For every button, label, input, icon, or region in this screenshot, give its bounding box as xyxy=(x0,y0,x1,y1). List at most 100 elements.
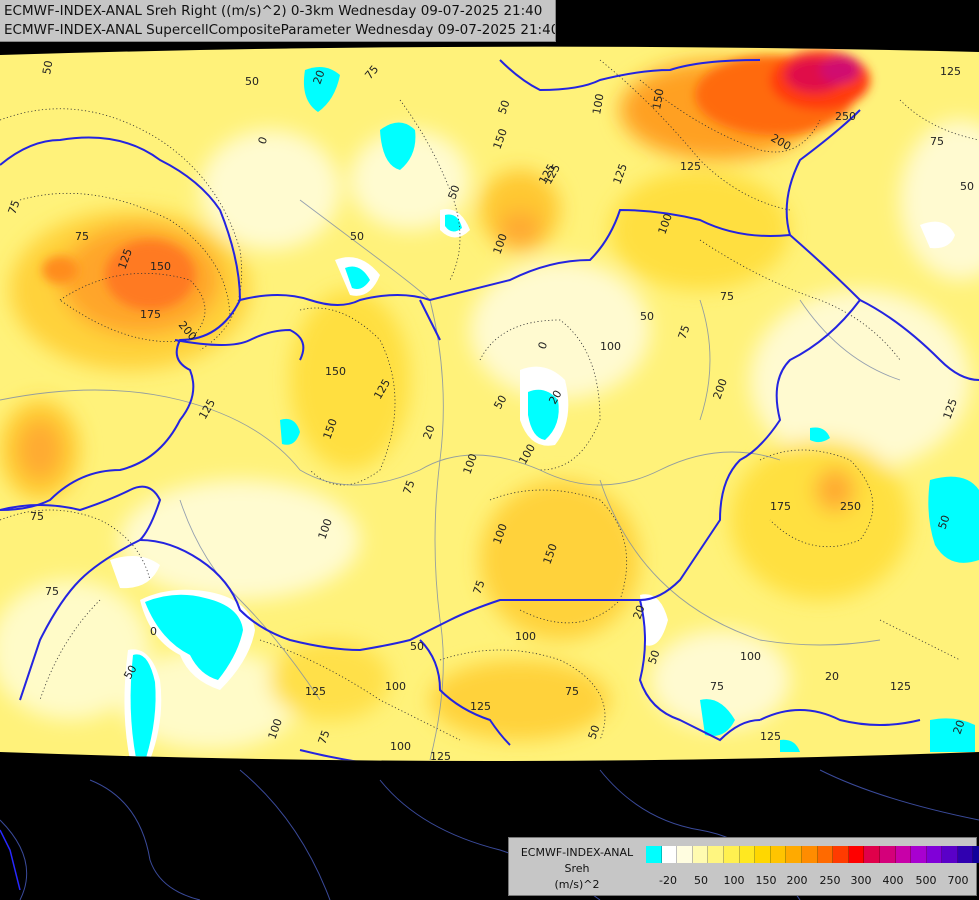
legend-tick-label: -20 xyxy=(659,874,677,887)
contour-label: 50 xyxy=(491,393,509,412)
coast-line xyxy=(0,829,21,891)
contour-label: 20 xyxy=(421,423,438,441)
contour-label: 50 xyxy=(121,663,139,682)
contour-label: 50 xyxy=(646,648,663,666)
color-legend: ECMWF-INDEX-ANAL Sreh (m/s)^2 -20 50 100 15… xyxy=(508,837,979,896)
legend-swatch xyxy=(739,846,756,863)
legend-tick-label: 300 xyxy=(850,874,872,887)
legend-swatch xyxy=(646,846,662,863)
legend-tick-label: 250 xyxy=(819,874,841,887)
legend-swatch xyxy=(895,846,912,863)
contour-label: 175 xyxy=(140,308,161,321)
legend-swatch xyxy=(801,846,818,863)
contour-label: 75 xyxy=(401,478,418,496)
contour-label: 100 xyxy=(385,680,406,693)
legend-swatch xyxy=(817,846,834,863)
contour-label: 20 xyxy=(546,388,564,407)
contour-label: 50 xyxy=(350,230,364,243)
contour-label: 20 xyxy=(951,718,968,736)
contour-label: 125 xyxy=(470,700,491,713)
contour-label: 75 xyxy=(6,198,23,216)
legend-swatch xyxy=(848,846,865,863)
contour-label: 125 xyxy=(940,65,961,78)
legend-swatch xyxy=(879,846,896,863)
legend-swatch xyxy=(755,846,771,863)
contour-label: 0 xyxy=(536,340,551,351)
legend-parameter: Sreh xyxy=(564,862,590,875)
legend-swatch xyxy=(661,846,678,863)
legend-color-bar xyxy=(646,846,979,863)
legend-tick-label: 150 xyxy=(755,874,777,887)
contour-label: 75 xyxy=(75,230,89,243)
contour-label: 50 xyxy=(586,723,603,741)
legend-tick-label: 500 xyxy=(915,874,937,887)
contour-label: 75 xyxy=(565,685,579,698)
contour-label: 250 xyxy=(840,500,861,513)
contour-label: 20 xyxy=(825,670,839,683)
contour-label: 75 xyxy=(676,323,693,341)
contour-label: 150 xyxy=(650,88,666,111)
legend-swatch xyxy=(911,846,927,863)
rivers xyxy=(0,199,901,761)
legend-title: ECMWF-INDEX-ANAL Sreh (m/s)^2 xyxy=(513,845,641,893)
map-title: ECMWF-INDEX-ANAL Sreh Right ((m/s)^2) 0-… xyxy=(0,0,556,42)
contour-label: 75 xyxy=(720,290,734,303)
legend-swatch xyxy=(942,846,958,863)
contour-label: 125 xyxy=(430,750,451,763)
contour-label: 250 xyxy=(835,110,856,123)
contour-label-layer: 50 75 0 20 50 75 50 100 150 125 20 0 250 125 75 50 75 125… xyxy=(6,59,974,763)
legend-swatch xyxy=(723,846,740,863)
contour-label: 50 xyxy=(936,513,953,531)
contour-label: 50 xyxy=(446,183,463,201)
contour-label: 20 xyxy=(311,68,328,86)
contour-label: 125 xyxy=(305,685,326,698)
contour-label: 100 xyxy=(590,93,606,116)
contour-label: 0 xyxy=(150,625,157,638)
contour-label: 50 xyxy=(245,75,259,88)
contour-label: 50 xyxy=(40,59,55,75)
legend-swatch xyxy=(957,846,974,863)
contour-label: 100 xyxy=(515,630,536,643)
contour-label: 75 xyxy=(316,728,333,746)
legend-model: ECMWF-INDEX-ANAL xyxy=(520,846,634,859)
legend-swatch xyxy=(708,846,724,863)
low-sreh-zones xyxy=(110,66,979,760)
legend-tick-label: 100 xyxy=(723,874,745,887)
legend-swatch xyxy=(677,846,693,863)
contour-label: 50 xyxy=(410,640,424,653)
contour-label: 0 xyxy=(256,135,271,146)
legend-ticks: -20 50 100 150 200 250 300 400 500 700 xyxy=(646,874,976,888)
contour-label: 75 xyxy=(45,585,59,598)
legend-tick-label: 200 xyxy=(786,874,808,887)
contour-label: 125 xyxy=(680,160,701,173)
legend-swatch xyxy=(692,846,709,863)
contour-label: 150 xyxy=(150,260,171,273)
legend-swatch xyxy=(926,846,943,863)
legend-swatch xyxy=(973,846,979,863)
contour-label: 75 xyxy=(471,578,488,596)
contour-label: 50 xyxy=(960,180,974,193)
contour-label: 20 xyxy=(631,603,648,621)
contour-label: 150 xyxy=(325,365,346,378)
contour-label: 175 xyxy=(770,500,791,513)
contour-label: 125 xyxy=(760,730,781,743)
legend-swatch xyxy=(864,846,880,863)
contour-label: 100 xyxy=(740,650,761,663)
legend-swatch xyxy=(833,846,849,863)
contour-label: 125 xyxy=(890,680,911,693)
legend-units: (m/s)^2 xyxy=(554,878,600,891)
title-line-2: ECMWF-INDEX-ANAL SupercellCompositeParam… xyxy=(4,22,555,38)
country-borders xyxy=(0,59,979,761)
contour-label: 100 xyxy=(390,740,411,753)
contour-label: 50 xyxy=(640,310,654,323)
legend-tick-label: 400 xyxy=(882,874,904,887)
title-line-1: ECMWF-INDEX-ANAL Sreh Right ((m/s)^2) 0-… xyxy=(4,3,543,19)
legend-swatch xyxy=(786,846,802,863)
contour-label: 75 xyxy=(30,510,44,523)
legend-tick-label: 50 xyxy=(694,874,708,887)
contour-label: 50 xyxy=(496,98,513,116)
legend-swatch xyxy=(770,846,787,863)
contour-label: 100 xyxy=(600,340,621,353)
